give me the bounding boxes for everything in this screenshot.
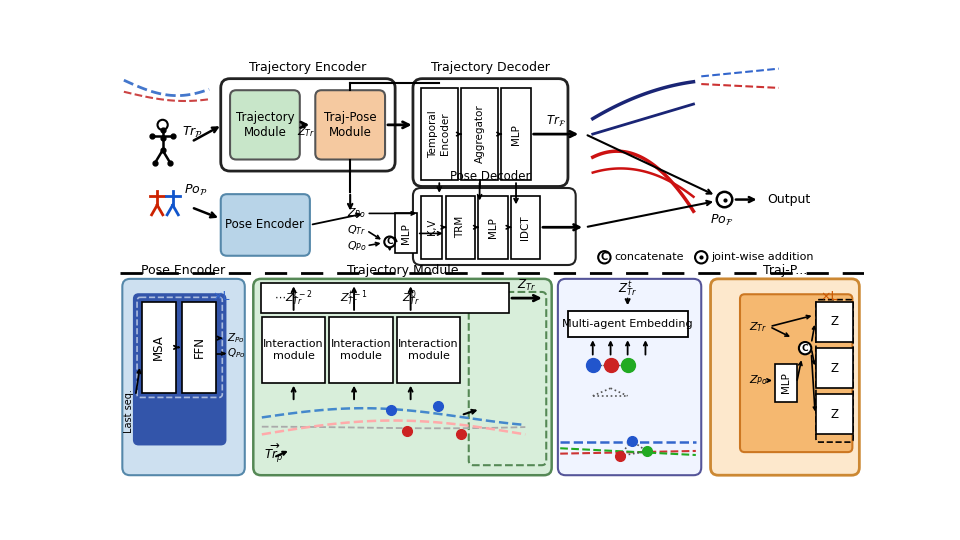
Bar — [182, 302, 216, 393]
Text: $\cdots Z_{Tr}^{t-2}$: $\cdots Z_{Tr}^{t-2}$ — [275, 288, 313, 308]
FancyBboxPatch shape — [122, 279, 245, 475]
Text: $Z_{Tr}$: $Z_{Tr}$ — [297, 126, 315, 139]
Text: $Q_{Po}$: $Q_{Po}$ — [347, 239, 367, 253]
FancyBboxPatch shape — [740, 294, 852, 452]
Text: MLP: MLP — [780, 373, 791, 393]
FancyBboxPatch shape — [221, 79, 396, 171]
Text: Interaction
module: Interaction module — [263, 339, 324, 361]
Text: Output: Output — [767, 193, 810, 206]
Bar — [396, 213, 417, 253]
FancyBboxPatch shape — [134, 294, 226, 444]
Text: $Q_{Po}$: $Q_{Po}$ — [227, 347, 246, 361]
Bar — [329, 318, 393, 383]
Text: $Z_{Tr}$: $Z_{Tr}$ — [517, 278, 537, 293]
FancyBboxPatch shape — [253, 279, 552, 475]
Text: Interaction
module: Interaction module — [398, 339, 459, 361]
Text: joint-wise addition: joint-wise addition — [711, 252, 814, 262]
Text: $Z_{Tr}^{t}$: $Z_{Tr}^{t}$ — [618, 280, 637, 299]
Text: $Po_{\mathcal{F}}$: $Po_{\mathcal{F}}$ — [709, 213, 733, 228]
Bar — [775, 363, 797, 402]
Bar — [816, 394, 853, 434]
Text: Aggregator: Aggregator — [474, 105, 485, 164]
Circle shape — [799, 342, 811, 354]
Text: Traj-Pose
Module: Traj-Pose Module — [324, 111, 376, 139]
Text: $Po_{\mathcal{P}}$: $Po_{\mathcal{P}}$ — [183, 183, 207, 198]
Text: Multi-agent Embedding: Multi-agent Embedding — [563, 319, 693, 329]
Bar — [461, 88, 498, 180]
Text: $Z_{Tr}^{t-1}$: $Z_{Tr}^{t-1}$ — [340, 288, 368, 308]
Text: C: C — [601, 252, 608, 262]
Text: C: C — [386, 238, 393, 246]
Text: ×L: ×L — [212, 289, 229, 302]
Bar — [478, 195, 508, 259]
Text: MLP: MLP — [488, 217, 498, 238]
Text: $\overrightarrow{Tr_p}$: $\overrightarrow{Tr_p}$ — [264, 442, 283, 465]
Text: Temporal
Encoder: Temporal Encoder — [428, 110, 450, 158]
FancyBboxPatch shape — [710, 279, 859, 475]
Text: $Tr_{\mathcal{F}}$: $Tr_{\mathcal{F}}$ — [546, 113, 566, 129]
Text: Trajectory Encoder: Trajectory Encoder — [249, 61, 366, 74]
Text: IDCT: IDCT — [520, 215, 530, 240]
Text: Trajectory Decoder: Trajectory Decoder — [431, 61, 550, 74]
Text: $Z_{Po}$: $Z_{Po}$ — [227, 331, 245, 345]
Bar — [396, 318, 460, 383]
Text: MSA: MSA — [153, 334, 165, 360]
Text: $Z_{Po}$: $Z_{Po}$ — [348, 206, 367, 220]
Text: $Z_{Tr}^{0}$: $Z_{Tr}^{0}$ — [401, 288, 420, 308]
Text: C: C — [802, 343, 808, 353]
Bar — [568, 311, 688, 338]
FancyBboxPatch shape — [413, 188, 576, 265]
Text: $Z_{Tr}$: $Z_{Tr}$ — [750, 320, 768, 334]
Text: Z: Z — [830, 408, 838, 421]
Bar — [816, 348, 853, 388]
Bar — [142, 302, 176, 393]
Bar — [501, 88, 531, 180]
Text: MLP: MLP — [511, 124, 521, 145]
Text: $Q_{Tr}$: $Q_{Tr}$ — [348, 224, 367, 237]
Text: Pose Encoder: Pose Encoder — [141, 264, 226, 278]
FancyBboxPatch shape — [230, 90, 300, 159]
Bar — [816, 302, 853, 342]
Text: Traj-P...: Traj-P... — [763, 264, 807, 278]
Text: Z: Z — [830, 362, 838, 375]
Text: FFN: FFN — [193, 336, 205, 359]
Text: Z: Z — [830, 315, 838, 328]
Text: Interaction
module: Interaction module — [330, 339, 392, 361]
Text: $Z_{Po}$: $Z_{Po}$ — [750, 374, 768, 387]
Text: Trajectory Module: Trajectory Module — [348, 264, 459, 278]
Text: Pose Encoder: Pose Encoder — [226, 219, 304, 232]
Text: MLP: MLP — [401, 223, 411, 244]
Bar — [511, 195, 540, 259]
Text: ×L: ×L — [821, 289, 838, 302]
Bar — [262, 318, 325, 383]
Text: TRM: TRM — [455, 216, 466, 238]
Circle shape — [717, 192, 732, 207]
Text: Trajectory
Module: Trajectory Module — [235, 111, 294, 139]
Bar — [445, 195, 475, 259]
Text: Last seq.: Last seq. — [124, 389, 134, 433]
FancyBboxPatch shape — [221, 194, 310, 256]
Text: $Tr_{\mathcal{P}}$: $Tr_{\mathcal{P}}$ — [182, 125, 203, 140]
FancyBboxPatch shape — [413, 79, 568, 186]
Circle shape — [384, 237, 396, 247]
Circle shape — [695, 251, 708, 264]
FancyBboxPatch shape — [315, 90, 385, 159]
FancyBboxPatch shape — [558, 279, 701, 475]
Bar — [420, 195, 443, 259]
Bar — [261, 284, 509, 313]
Text: concatenate: concatenate — [614, 252, 684, 262]
Text: Pose Decoder: Pose Decoder — [450, 171, 531, 184]
Circle shape — [157, 120, 168, 130]
Bar — [420, 88, 458, 180]
Circle shape — [598, 251, 611, 264]
Text: K,V: K,V — [426, 219, 437, 235]
